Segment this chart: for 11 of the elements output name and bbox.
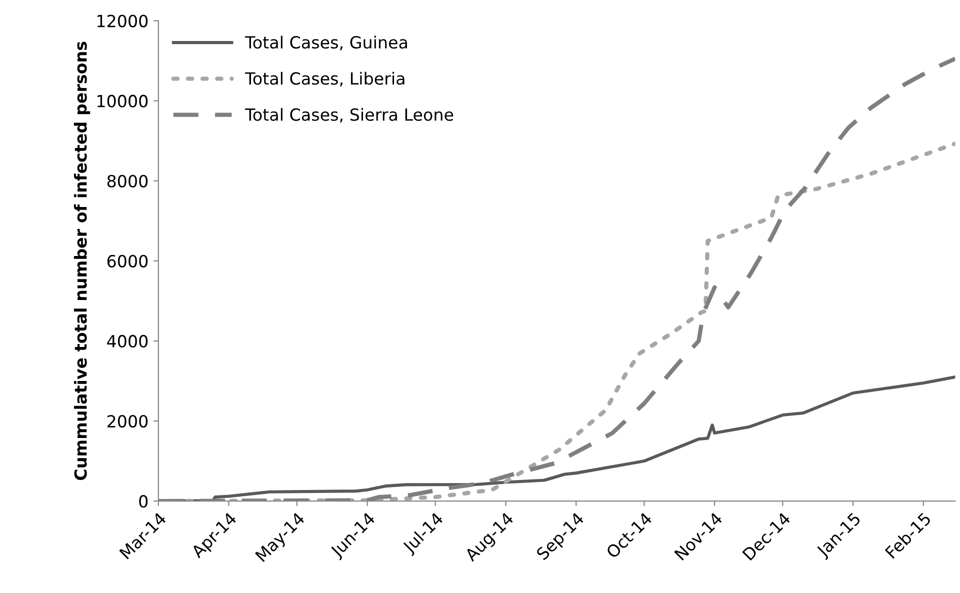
y-tick-label: 10000: [97, 94, 148, 108]
y-axis-title: Cummulative total number of infected persons: [74, 42, 90, 480]
y-tick-label: 6000: [107, 254, 148, 268]
y-tick-label: 12000: [97, 14, 148, 28]
legend-label: Total Cases, Liberia: [245, 72, 404, 86]
y-tick-label: 0: [139, 495, 148, 508]
legend-label: Total Cases, Guinea: [245, 36, 407, 50]
y-tick-label: 4000: [107, 334, 148, 348]
y-tick-label: 2000: [107, 414, 148, 428]
y-tick-label: 8000: [107, 174, 148, 188]
legend-label: Total Cases, Sierra Leone: [245, 108, 454, 123]
